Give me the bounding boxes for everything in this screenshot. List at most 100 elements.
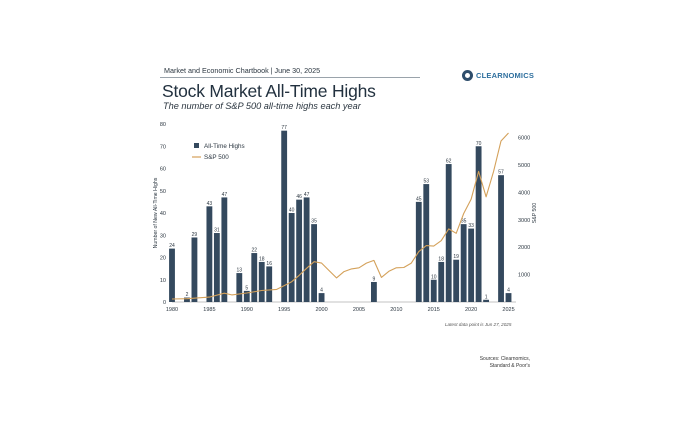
bar-data-label: 2 [186,292,189,298]
bar [438,261,445,302]
logo-text: CLEARNOMICS [476,71,535,80]
sources: Sources: Clearnomics, Standard & Poor's [440,356,530,370]
bar-data-label: 33 [468,223,474,229]
bar [206,206,213,302]
bar [303,197,310,302]
bar [430,279,437,302]
bar-data-label: 45 [416,196,422,202]
bar [251,253,258,302]
bar-data-label: 62 [446,159,452,165]
bar [296,199,303,302]
bar [184,297,190,302]
x-tick-label: 1990 [241,307,253,313]
x-tick-label: 1995 [278,307,290,313]
sources-line-1: Sources: Clearnomics, [479,356,530,362]
bar [453,259,460,302]
bar-data-label: 16 [266,261,272,267]
y2-axis-title: S&P 500 [532,203,538,223]
bar [475,146,482,302]
bar-data-label: 46 [296,194,302,200]
x-tick-label: 1985 [203,307,215,313]
bar [468,228,475,302]
y2-tick-label: 5000 [518,163,530,169]
x-tick-label: 2015 [428,307,440,313]
bar-data-label: 43 [207,201,213,207]
bar [213,233,220,302]
page-subtitle: The number of S&P 500 all-time highs eac… [163,101,361,111]
y-tick-label: 30 [160,233,166,239]
bar [266,266,273,302]
y-axis-title: Number of New All-Time Highs [153,177,159,248]
x-tick-label: 2025 [502,307,514,313]
y-tick-label: 20 [160,256,166,262]
bar-data-label: 29 [192,232,198,238]
bar-data-label: 9 [373,276,376,282]
bar-data-label: 70 [476,141,482,147]
y-tick-label: 80 [160,122,166,128]
y-tick-label: 40 [160,211,166,217]
bar [191,237,198,302]
bar [445,164,452,302]
bar-data-label: 13 [237,268,243,274]
y2-tick-label: 6000 [518,136,530,142]
page-title: Stock Market All-Time Highs [162,81,376,101]
legend-bar-swatch [194,143,199,148]
bar-data-label: 53 [423,179,429,185]
bar [236,273,243,302]
y2-tick-label: 2000 [518,245,530,251]
bar [498,175,504,302]
header-divider [160,77,420,78]
bar [505,293,512,302]
bar-data-label: 19 [453,254,459,260]
sp500-line [171,132,509,300]
latest-data-note: Latest data point is Jun 27, 2025 [445,322,512,327]
bar [318,293,325,302]
bar-data-label: 18 [259,256,265,262]
bar [288,213,295,302]
clearnomics-logo: CLEARNOMICS [462,70,534,81]
bar [221,197,228,302]
bar [370,281,377,302]
bar-data-label: 24 [169,243,175,249]
bar-data-label: 4 [320,288,323,294]
bar-data-label: 77 [281,125,287,131]
x-tick-label: 2020 [465,307,477,313]
bar-data-label: 35 [461,219,467,225]
bar [281,130,288,302]
bar [423,184,430,302]
x-tick-label: 2000 [315,307,327,313]
bar [243,290,250,302]
bar-data-label: 4 [507,288,510,294]
bar-data-label: 22 [251,248,257,254]
bar [311,224,318,302]
y2-tick-label: 3000 [518,218,530,224]
y2-tick-label: 1000 [518,273,530,279]
bar-data-label: 31 [214,228,220,234]
bar-data-label: 18 [438,256,444,262]
bar-data-label: 10 [431,274,437,280]
chartbook-header: Market and Economic Chartbook | June 30,… [164,66,321,75]
sources-line-2: Standard & Poor's [489,363,530,369]
bar-data-label: 1 [485,294,488,300]
y-tick-label: 0 [163,300,166,306]
bar [169,248,175,302]
bar-data-label: 57 [498,170,504,176]
y-tick-label: 70 [160,144,166,150]
bar-data-label: 47 [304,192,310,198]
y-tick-label: 60 [160,167,166,173]
bar [460,224,467,302]
bar-data-label: 40 [289,208,295,214]
x-tick-label: 1980 [166,307,178,313]
bar-data-label: 47 [222,192,228,198]
legend-line-label: S&P 500 [204,154,229,161]
bar [483,299,490,302]
y2-tick-label: 4000 [518,190,530,196]
x-tick-label: 2005 [353,307,365,313]
bar-data-label: 35 [311,219,317,225]
logo-icon [462,70,473,81]
bar-data-label: 5 [245,285,248,291]
bar [258,261,265,302]
y-tick-label: 50 [160,189,166,195]
y-tick-label: 10 [160,278,166,284]
